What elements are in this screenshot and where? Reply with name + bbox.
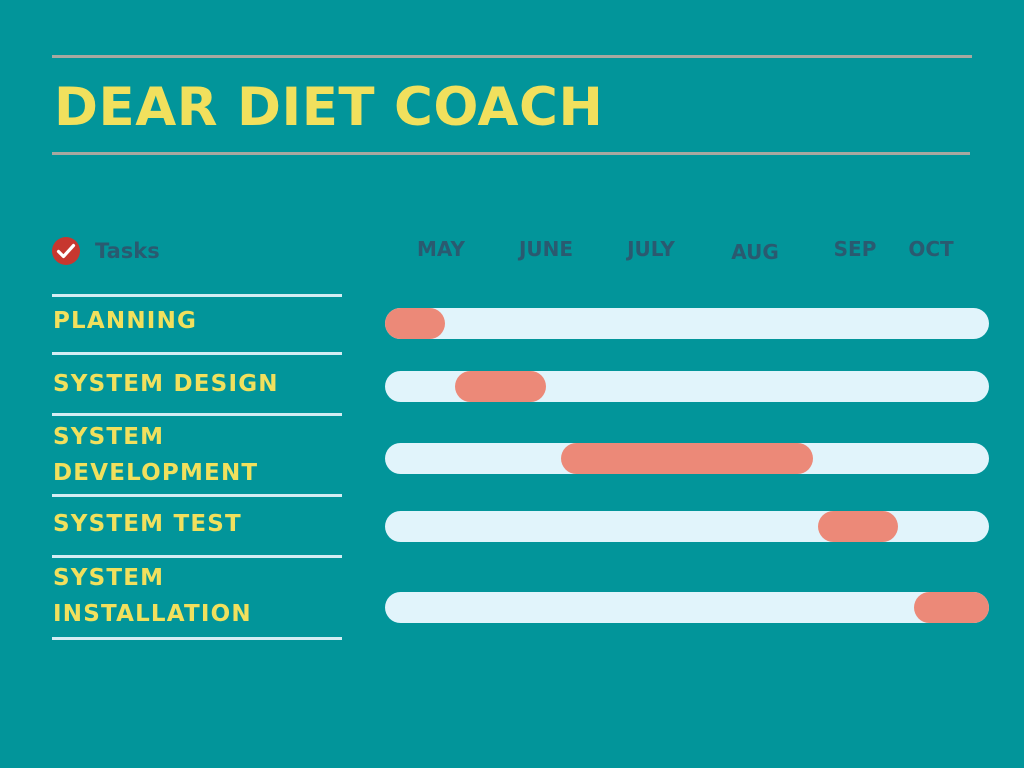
page-title: DEAR DIET COACH [54, 77, 604, 138]
task-divider [52, 413, 342, 416]
task-divider [52, 352, 342, 355]
month-label-oct: OCT [908, 237, 954, 261]
timeline-track [385, 511, 989, 542]
task-label: SYSTEM DEVELOPMENT [53, 424, 259, 486]
month-label-sep: SEP [833, 237, 877, 261]
task-divider [52, 555, 342, 558]
timeline-track [385, 371, 989, 402]
check-circle-icon [52, 237, 80, 265]
task-label: PLANNING [53, 308, 198, 334]
task-bar [817, 511, 899, 542]
task-bar [385, 308, 446, 339]
title-top-rule [52, 55, 972, 58]
task-bar [561, 443, 813, 474]
task-label: SYSTEM DESIGN [53, 371, 279, 397]
task-label: SYSTEM TEST [53, 511, 242, 537]
timeline-track [385, 592, 989, 623]
month-label-aug: AUG [731, 240, 779, 264]
timeline-track [385, 308, 989, 339]
title-bottom-rule [52, 152, 970, 155]
task-bar [455, 371, 547, 402]
month-label-may: MAY [417, 237, 465, 261]
task-bar [913, 592, 989, 623]
task-divider [52, 637, 342, 640]
tasks-header-label: Tasks [95, 239, 160, 263]
month-label-june: JUNE [518, 237, 574, 261]
task-divider [52, 494, 342, 497]
task-label: SYSTEM INSTALLATION [53, 565, 252, 627]
tasks-header: Tasks [51, 236, 160, 266]
month-label-july: JULY [627, 237, 675, 261]
timeline-track [385, 443, 989, 474]
task-divider [52, 294, 342, 297]
